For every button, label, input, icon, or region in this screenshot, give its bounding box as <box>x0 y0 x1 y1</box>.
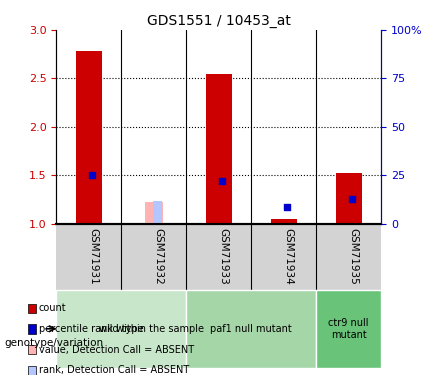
Point <box>219 178 226 184</box>
Text: percentile rank within the sample: percentile rank within the sample <box>39 324 204 334</box>
Point <box>348 196 355 202</box>
Text: wild type: wild type <box>99 324 144 334</box>
Text: GSM71931: GSM71931 <box>89 228 99 285</box>
Bar <box>206 74 232 224</box>
Text: ctr9 null
mutant: ctr9 null mutant <box>328 318 369 340</box>
Bar <box>76 51 102 224</box>
Text: value, Detection Call = ABSENT: value, Detection Call = ABSENT <box>39 345 194 354</box>
Point <box>88 172 95 178</box>
Text: GSM71935: GSM71935 <box>349 228 359 285</box>
Bar <box>153 201 162 223</box>
Text: paf1 null mutant: paf1 null mutant <box>210 324 292 334</box>
Point <box>283 204 290 210</box>
Text: GSM71934: GSM71934 <box>284 228 294 285</box>
Bar <box>336 173 362 223</box>
Text: GSM71933: GSM71933 <box>219 228 229 285</box>
FancyBboxPatch shape <box>316 290 381 368</box>
Bar <box>145 202 163 223</box>
FancyBboxPatch shape <box>186 290 316 368</box>
Bar <box>271 219 297 224</box>
Text: rank, Detection Call = ABSENT: rank, Detection Call = ABSENT <box>39 365 189 375</box>
Title: GDS1551 / 10453_at: GDS1551 / 10453_at <box>147 13 291 28</box>
Text: count: count <box>39 303 67 313</box>
FancyBboxPatch shape <box>56 290 186 368</box>
Text: genotype/variation: genotype/variation <box>4 338 103 348</box>
Text: GSM71932: GSM71932 <box>154 228 164 285</box>
